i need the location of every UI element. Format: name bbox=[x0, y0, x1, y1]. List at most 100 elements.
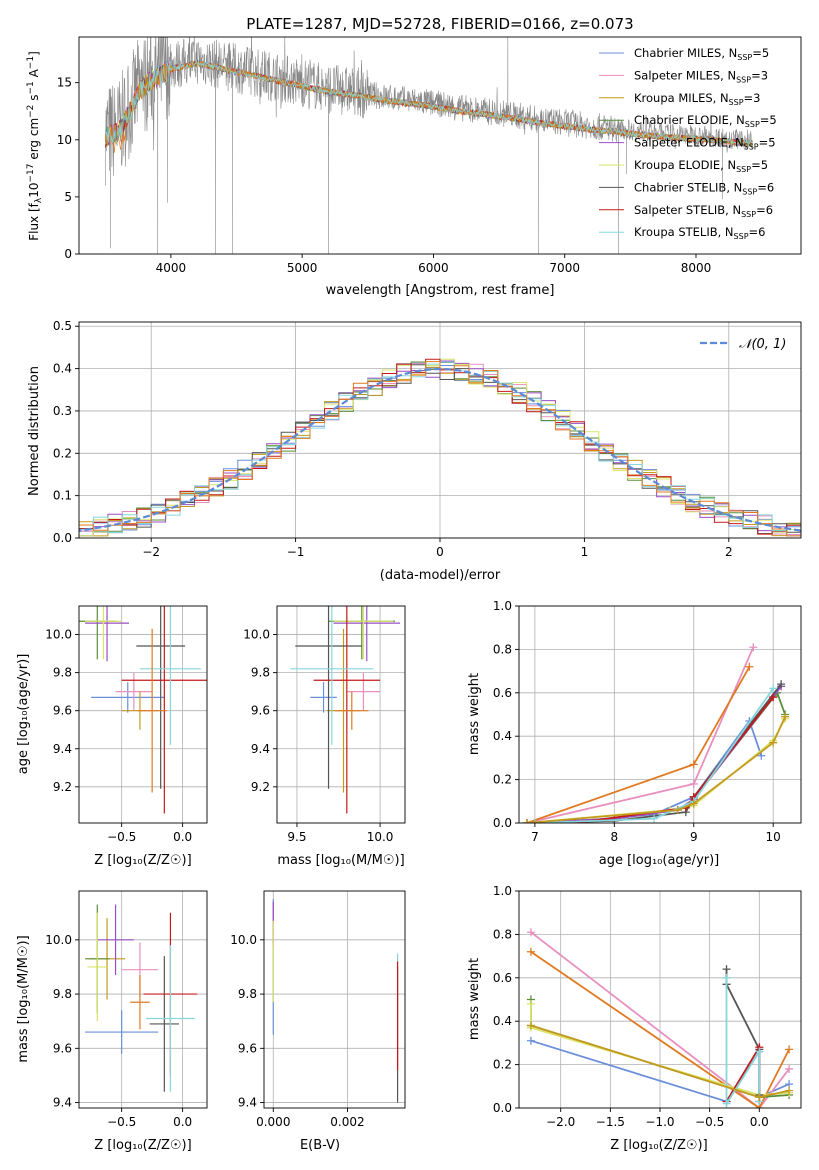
weight_vs_age-series bbox=[522, 643, 758, 823]
weight_vs_age-series bbox=[522, 688, 790, 823]
observed-spectrum-line bbox=[105, 37, 753, 254]
weight_vs_age-xtick-label: 10 bbox=[766, 830, 781, 844]
age_vs_Z-errorbar-point bbox=[85, 606, 122, 660]
age_vs_Z-errorbar-point bbox=[136, 606, 186, 789]
mass_vs_Z-errorbar-point bbox=[149, 956, 179, 1092]
age-vs-mass-panel: mass [log₁₀(M/M☉)] 9.5 10.0 9.2 9.4 9.6 9.8 10… bbox=[243, 605, 406, 868]
spectrum-ytick-label: 5 bbox=[64, 190, 72, 204]
residuals-ytick-label: 0.4 bbox=[53, 362, 72, 376]
age_vs_Z-errorbar-point bbox=[85, 606, 129, 662]
weight_vs_age-ytick-label: 0.8 bbox=[493, 642, 512, 656]
weight_vs_age-marker bbox=[650, 814, 659, 823]
weight_vs_age-marker bbox=[781, 712, 790, 721]
legend-entry: Salpeter ELODIE, NSSP=5 bbox=[634, 136, 776, 152]
age-vs-mass-xlabel: mass [log₁₀(M/M☉)] bbox=[277, 853, 404, 868]
legend-entry: Chabrier STELIB, NSSP=6 bbox=[634, 180, 774, 196]
residuals-ytick-label: 0.2 bbox=[53, 446, 72, 460]
age_vs_mass-errorbar-point bbox=[290, 606, 374, 745]
residuals-xlabel: (data-model)/error bbox=[380, 568, 501, 583]
weight_vs_age-marker bbox=[530, 819, 539, 823]
weight_vs_Z-marker bbox=[526, 1021, 535, 1030]
mass_vs_ebv-frame bbox=[263, 890, 406, 1109]
age_vs_Z-ytick-label: 9.2 bbox=[53, 780, 72, 794]
weight_vs_Z-marker bbox=[526, 999, 535, 1008]
weight_vs_age-series-line bbox=[534, 683, 782, 823]
weight_vs_age-series bbox=[522, 712, 790, 823]
residuals-plot-area bbox=[79, 322, 801, 538]
spectrum-legend: Chabrier MILES, NSSP=5 Salpeter MILES, NS… bbox=[599, 46, 777, 241]
spectrum-ytick-label: 10 bbox=[57, 133, 72, 147]
age_vs_Z-errorbar-point bbox=[139, 606, 201, 745]
weight_vs_Z-series-line bbox=[725, 977, 761, 1107]
age-vs-Z-ylabel: age [log₁₀(age/yr)] bbox=[16, 654, 31, 775]
age_vs_mass-ytick-label: 10.0 bbox=[243, 628, 270, 642]
mass-vs-metallicity-panel: Z [log₁₀(Z/Z☉)] mass [log₁₀(M/M☉)] −0.5 0… bbox=[16, 890, 208, 1153]
weight-vs-age-ylabel: mass weight bbox=[467, 673, 482, 755]
age_vs_Z-errorbar-point bbox=[91, 682, 165, 713]
age_vs_Z-xtick-label: 0.0 bbox=[173, 830, 192, 844]
weight_vs_Z-series-line bbox=[530, 931, 790, 1108]
age_vs_Z-errorbar-point bbox=[115, 672, 153, 711]
age_vs_Z-ytick-label: 9.4 bbox=[53, 742, 72, 756]
weight_vs_age-xtick-label: 7 bbox=[531, 830, 539, 844]
spectrum-panel: wavelength [Angstrom, rest frame] Flux [… bbox=[26, 36, 802, 298]
weight_vs_Z-ytick-label: 0.8 bbox=[493, 927, 512, 941]
mass_vs_ebv-xtick-label: 0.002 bbox=[330, 1115, 364, 1129]
mass_vs_Z-ytick-label: 9.4 bbox=[53, 1096, 72, 1110]
weight_vs_age-series bbox=[570, 693, 778, 823]
mass_vs_Z-errorbar-point bbox=[146, 945, 195, 1092]
age_vs_Z-ytick-label: 10.0 bbox=[45, 628, 72, 642]
weight_vs_age-ytick-label: 0.6 bbox=[493, 686, 512, 700]
mass_vs_Z-errorbar-point bbox=[85, 1010, 159, 1054]
residuals-ytick-label: 0.1 bbox=[53, 489, 72, 503]
age_vs_mass-ytick-label: 9.2 bbox=[251, 780, 270, 794]
legend-entry: Chabrier MILES, NSSP=5 bbox=[634, 46, 769, 62]
weight_vs_age-marker bbox=[777, 680, 786, 689]
weight_vs_age-marker bbox=[749, 643, 758, 652]
weight_vs_Z-ytick-label: 0.0 bbox=[493, 1101, 512, 1115]
weight_vs_Z-ytick-label: 0.6 bbox=[493, 971, 512, 985]
spectrum-plot-area bbox=[104, 37, 753, 254]
mass_vs_Z-errorbar-point bbox=[87, 912, 108, 1022]
age_vs_mass-errorbar-point bbox=[333, 606, 394, 660]
residuals-xtick-label: 0 bbox=[436, 545, 444, 559]
spectrum-xtick-label: 6000 bbox=[418, 261, 449, 275]
weight_vs_Z-marker bbox=[785, 1045, 794, 1054]
age_vs_Z-ytick-label: 9.6 bbox=[53, 704, 72, 718]
mass_vs_ebv-ytick-label: 9.6 bbox=[238, 1041, 257, 1055]
weight_vs_age-xtick-label: 8 bbox=[611, 830, 619, 844]
age_vs_Z-xtick-label: −0.5 bbox=[107, 830, 136, 844]
spectrum-ytick-label: 0 bbox=[64, 247, 72, 261]
mass_vs_Z-plot-area bbox=[79, 891, 207, 1108]
weight_vs_Z-xtick-label: −2.0 bbox=[546, 1115, 575, 1129]
age_vs_mass-errorbar-point bbox=[335, 691, 369, 730]
spectrum-xtick-label: 5000 bbox=[287, 261, 318, 275]
legend-entry: Kroupa STELIB, NSSP=6 bbox=[634, 225, 765, 241]
weight_vs_age-marker bbox=[757, 751, 766, 760]
legend-entry: Kroupa ELODIE, NSSP=5 bbox=[634, 158, 768, 174]
spectrum-xtick-label: 7000 bbox=[549, 261, 580, 275]
weight_vs_Z-marker bbox=[722, 1099, 731, 1108]
weight_vs_age-marker bbox=[769, 684, 778, 693]
age_vs_mass-errorbar-point bbox=[333, 606, 401, 662]
weight_vs_Z-marker bbox=[722, 973, 731, 982]
mass_vs_Z-errorbar-point bbox=[97, 904, 134, 976]
weight_vs_age-series bbox=[522, 682, 786, 823]
weight_vs_age-plot-area bbox=[519, 606, 801, 823]
mass_vs_Z-grid bbox=[79, 891, 207, 1108]
weight_vs_Z-ytick-label: 0.2 bbox=[493, 1058, 512, 1072]
weight_vs_age-xtick-label: 9 bbox=[690, 830, 698, 844]
age_vs_mass-ytick-label: 9.4 bbox=[251, 742, 270, 756]
weight_vs_Z-marker bbox=[785, 1086, 794, 1095]
spectrum-xlabel: wavelength [Angstrom, rest frame] bbox=[326, 283, 555, 298]
mass_vs_Z-ytick-label: 10.0 bbox=[45, 933, 72, 947]
weight_vs_age-marker bbox=[769, 693, 778, 702]
age_vs_mass-errorbar-point bbox=[310, 682, 337, 713]
weight_vs_Z-marker bbox=[755, 1093, 764, 1102]
weight_vs_Z-marker bbox=[526, 947, 535, 956]
weight_vs_age-marker bbox=[570, 819, 579, 823]
mass_vs_Z-errorbar-point bbox=[130, 975, 150, 1030]
spectrum-ylabel: Flux [fλ10−17 erg cm−2 s−1 A−1] bbox=[26, 51, 44, 241]
weight_vs_age-ytick-label: 0.4 bbox=[493, 729, 512, 743]
